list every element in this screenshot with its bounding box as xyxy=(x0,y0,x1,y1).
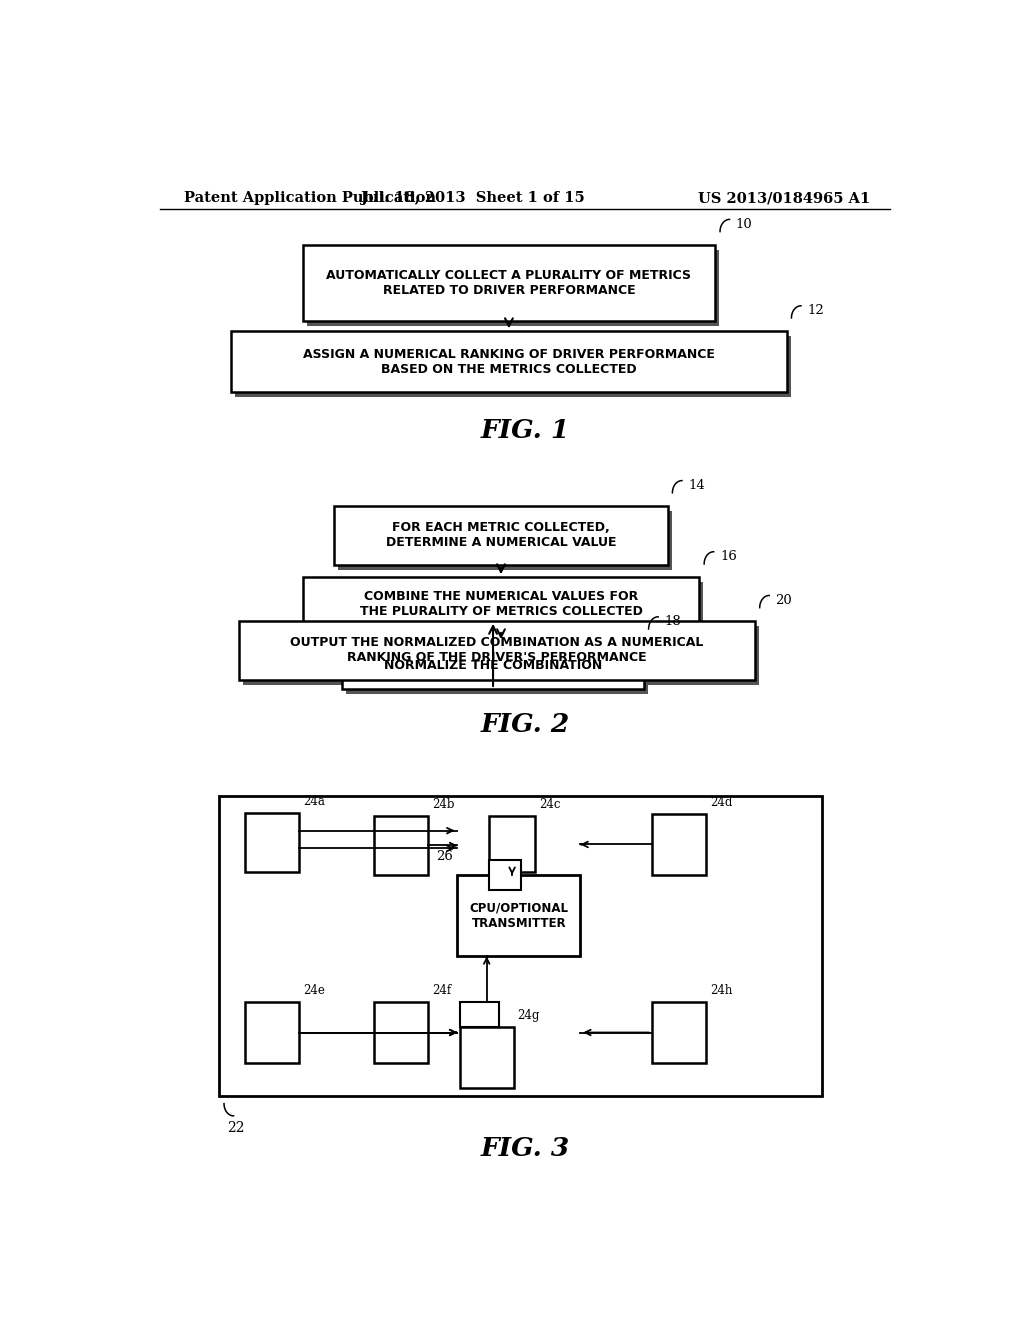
Text: 18: 18 xyxy=(665,615,681,628)
Bar xyxy=(246,1002,299,1063)
Text: 24f: 24f xyxy=(432,983,452,997)
Text: OUTPUT THE NORMALIZED COMBINATION AS A NUMERICAL
RANKING OF THE DRIVER'S PERFORM: OUTPUT THE NORMALIZED COMBINATION AS A N… xyxy=(291,636,703,664)
Text: 24e: 24e xyxy=(303,983,326,997)
Text: FOR EACH METRIC COLLECTED,
DETERMINE A NUMERICAL VALUE: FOR EACH METRIC COLLECTED, DETERMINE A N… xyxy=(386,521,616,549)
Bar xyxy=(652,814,706,875)
Bar xyxy=(236,337,791,397)
Text: 22: 22 xyxy=(227,1121,245,1135)
Text: 24a: 24a xyxy=(303,795,326,808)
Text: ASSIGN A NUMERICAL RANKING OF DRIVER PERFORMANCE
BASED ON THE METRICS COLLECTED: ASSIGN A NUMERICAL RANKING OF DRIVER PER… xyxy=(303,347,715,376)
Text: 16: 16 xyxy=(720,550,737,562)
Text: US 2013/0184965 A1: US 2013/0184965 A1 xyxy=(697,191,870,205)
Bar xyxy=(342,643,644,689)
Bar xyxy=(240,620,755,680)
Bar xyxy=(489,859,521,890)
Bar xyxy=(231,331,786,392)
Bar xyxy=(458,875,581,956)
Text: AUTOMATICALLY COLLECT A PLURALITY OF METRICS
RELATED TO DRIVER PERFORMANCE: AUTOMATICALLY COLLECT A PLURALITY OF MET… xyxy=(327,269,691,297)
Bar xyxy=(346,647,648,694)
Bar xyxy=(306,582,703,635)
Bar xyxy=(243,626,759,685)
Text: 26: 26 xyxy=(436,850,454,863)
Text: NORMALIZE THE COMBINATION: NORMALIZE THE COMBINATION xyxy=(384,659,602,672)
Bar xyxy=(334,506,668,565)
Text: FIG. 1: FIG. 1 xyxy=(480,417,569,442)
Text: 10: 10 xyxy=(736,218,753,231)
Text: 24c: 24c xyxy=(539,797,560,810)
Text: 24b: 24b xyxy=(432,797,455,810)
Text: FIG. 2: FIG. 2 xyxy=(480,713,569,738)
Text: 24h: 24h xyxy=(710,983,732,997)
Bar xyxy=(219,796,822,1096)
Text: FIG. 3: FIG. 3 xyxy=(480,1137,569,1162)
Text: Jul. 18, 2013  Sheet 1 of 15: Jul. 18, 2013 Sheet 1 of 15 xyxy=(361,191,585,205)
Bar xyxy=(303,244,715,321)
Text: 14: 14 xyxy=(688,479,706,492)
Bar xyxy=(338,511,672,570)
Text: 20: 20 xyxy=(775,594,793,607)
Bar xyxy=(652,1002,706,1063)
Text: Patent Application Publication: Patent Application Publication xyxy=(183,191,435,205)
Bar xyxy=(374,816,428,875)
Text: 24g: 24g xyxy=(518,1010,540,1022)
Bar xyxy=(460,1027,514,1089)
Text: 24d: 24d xyxy=(710,796,732,809)
Text: 12: 12 xyxy=(807,304,824,317)
Bar xyxy=(303,577,699,630)
Bar xyxy=(460,1002,500,1027)
Text: COMBINE THE NUMERICAL VALUES FOR
THE PLURALITY OF METRICS COLLECTED: COMBINE THE NUMERICAL VALUES FOR THE PLU… xyxy=(359,590,642,618)
Bar xyxy=(374,1002,428,1063)
Bar xyxy=(246,813,299,873)
Bar xyxy=(306,249,719,326)
Bar xyxy=(489,816,536,873)
Text: CPU/OPTIONAL
TRANSMITTER: CPU/OPTIONAL TRANSMITTER xyxy=(469,902,568,929)
